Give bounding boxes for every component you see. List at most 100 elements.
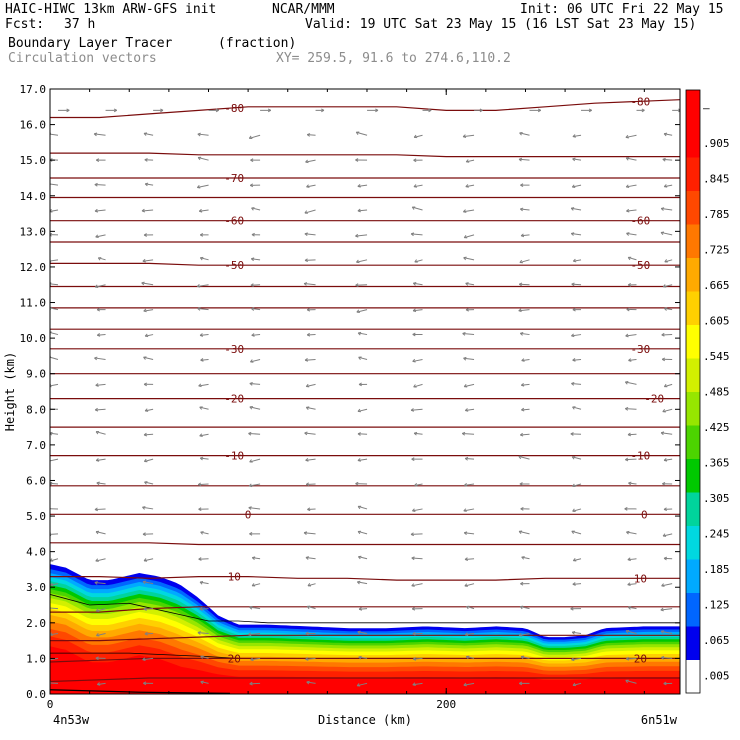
vector-arrow xyxy=(208,108,219,113)
vector-arrow xyxy=(625,629,637,634)
vector-arrow xyxy=(200,655,209,659)
vector-arrow xyxy=(196,284,209,288)
vector-arrow xyxy=(305,556,316,560)
isotherm-label: -20 xyxy=(224,393,244,406)
vector-arrow xyxy=(251,307,261,311)
vector-arrow xyxy=(628,481,637,486)
vector-arrow xyxy=(50,355,59,360)
vector-arrow xyxy=(307,507,316,512)
vector-arrow xyxy=(304,232,316,237)
colorbar-label: .425 xyxy=(703,421,730,434)
vector-arrow xyxy=(142,657,154,662)
vector-arrow xyxy=(412,508,423,512)
vector-arrow xyxy=(627,582,637,587)
vector-arrow xyxy=(413,431,423,436)
vector-arrow xyxy=(250,158,261,163)
vector-arrow xyxy=(464,632,475,637)
vector-arrow xyxy=(144,158,154,162)
colorbar-label: .305 xyxy=(703,492,730,505)
vector-arrow xyxy=(58,108,70,113)
vector-arrow xyxy=(95,430,106,435)
vector-arrow xyxy=(412,631,423,636)
vector-arrow xyxy=(141,208,154,213)
vector-arrow xyxy=(519,681,530,686)
y-tick-label: 0.0 xyxy=(26,688,46,701)
vector-arrow xyxy=(628,358,637,362)
isotherm-label: 10 xyxy=(228,571,241,584)
colorbar-swatch xyxy=(686,358,700,392)
vector-arrow xyxy=(249,381,261,386)
vector-arrow xyxy=(94,507,106,512)
vector-arrow xyxy=(306,680,316,685)
vector-arrow xyxy=(304,431,316,436)
isotherm-line-18 xyxy=(50,575,680,581)
vector-arrow xyxy=(625,333,637,338)
vector-arrow xyxy=(519,605,530,610)
vector-arrow xyxy=(197,132,209,137)
vector-arrow xyxy=(572,307,582,312)
vector-arrow xyxy=(464,456,475,461)
vector-arrow xyxy=(627,557,637,562)
vector-arrow xyxy=(249,681,261,686)
circulation-vectors xyxy=(50,108,680,687)
vector-arrow xyxy=(251,556,261,561)
vector-arrow xyxy=(50,558,59,562)
vector-arrow xyxy=(464,408,475,412)
vector-arrow xyxy=(518,282,530,287)
vector-arrow xyxy=(357,432,368,436)
isotherm-line-1 xyxy=(50,152,680,158)
colorbar-label: .545 xyxy=(703,350,730,363)
vector-arrow xyxy=(356,682,368,687)
vector-arrow xyxy=(463,256,475,261)
vector-arrow xyxy=(463,234,475,239)
vector-arrow xyxy=(624,381,637,385)
isotherm-line-20 xyxy=(50,634,680,642)
vector-arrow xyxy=(572,508,582,512)
vector-arrow xyxy=(95,158,106,163)
vector-arrow xyxy=(521,407,530,412)
colorbar-label: .845 xyxy=(703,173,730,186)
vector-arrow xyxy=(521,556,530,560)
isotherm-label: -10 xyxy=(630,450,650,463)
vector-arrow xyxy=(413,184,423,188)
vector-arrow xyxy=(96,682,106,686)
vector-arrow xyxy=(199,333,209,337)
vector-arrow xyxy=(662,533,673,537)
vector-arrow xyxy=(94,284,106,289)
vector-arrow xyxy=(142,258,154,263)
vector-arrow xyxy=(143,432,154,437)
vector-arrow xyxy=(581,108,592,113)
vector-arrow xyxy=(95,608,106,612)
vector-arrow xyxy=(305,406,316,410)
vector-arrow xyxy=(355,481,368,486)
vector-arrow xyxy=(414,483,423,487)
vector-arrow xyxy=(521,358,530,362)
x-end-label: 6n51w xyxy=(641,713,678,727)
vector-arrow xyxy=(304,358,316,362)
vector-arrow xyxy=(572,134,582,138)
vector-arrow xyxy=(248,431,261,436)
vector-arrow xyxy=(662,157,673,162)
vector-arrow xyxy=(307,583,316,587)
isotherm-label: -20 xyxy=(644,393,664,406)
vector-arrow xyxy=(356,580,368,585)
vector-arrow xyxy=(519,207,530,212)
vector-arrow xyxy=(199,581,209,585)
vector-arrow xyxy=(357,408,368,413)
tracer-contour-0 xyxy=(50,594,680,624)
vector-arrow xyxy=(355,283,368,287)
vector-arrow xyxy=(465,159,475,163)
vector-arrow xyxy=(663,507,673,512)
vector-arrow xyxy=(464,583,475,587)
vector-arrow xyxy=(571,530,582,535)
vector-arrow xyxy=(50,481,59,486)
vector-arrow xyxy=(624,507,637,511)
vector-arrow xyxy=(627,606,637,610)
isotherm-label: -60 xyxy=(224,215,244,228)
vector-arrow xyxy=(199,606,209,611)
vector-arrow xyxy=(50,209,59,213)
vector-arrow xyxy=(663,457,673,462)
vector-arrow xyxy=(358,382,368,387)
vector-arrow xyxy=(197,307,209,311)
vector-arrow xyxy=(572,258,582,263)
